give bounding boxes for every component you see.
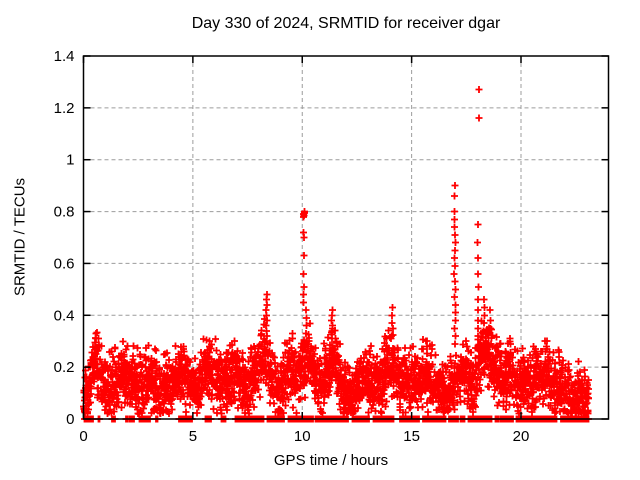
tick-labels: 0 5 10 15 20 0 0.2 0.4 0.6 0.8 1 1.2 1.4 xyxy=(54,48,530,445)
svg-text:0.4: 0.4 xyxy=(54,307,75,324)
svg-text:0.6: 0.6 xyxy=(54,255,75,272)
x-axis-label: GPS time / hours xyxy=(273,452,389,469)
plot-border xyxy=(82,55,610,420)
svg-text:1: 1 xyxy=(66,152,74,169)
svg-text:20: 20 xyxy=(513,428,530,445)
chart-title: Day 330 of 2024, SRMTID for receiver dga… xyxy=(191,15,501,32)
svg-text:0: 0 xyxy=(66,411,74,428)
svg-text:0.2: 0.2 xyxy=(54,359,75,376)
svg-text:1.2: 1.2 xyxy=(54,100,75,117)
data-points xyxy=(80,86,592,423)
svg-text:15: 15 xyxy=(403,428,420,445)
svg-text:0: 0 xyxy=(79,428,87,445)
svg-text:0.8: 0.8 xyxy=(54,204,75,221)
svg-text:10: 10 xyxy=(294,428,311,445)
svg-text:5: 5 xyxy=(189,428,197,445)
tick-marks xyxy=(82,55,609,420)
svg-text:1.4: 1.4 xyxy=(54,48,75,65)
